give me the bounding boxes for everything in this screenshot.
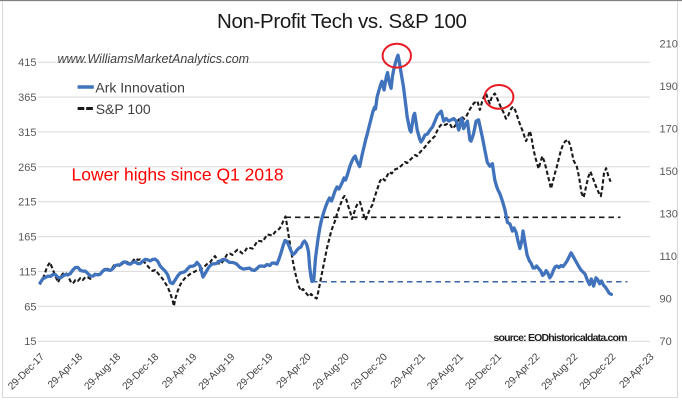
svg-text:70: 70 <box>660 336 672 348</box>
svg-text:190: 190 <box>660 81 678 93</box>
svg-text:Lower highs since Q1 2018: Lower highs since Q1 2018 <box>72 165 284 185</box>
svg-text:S&P 100: S&P 100 <box>96 101 151 117</box>
svg-text:Non-Profit Tech vs. S&P 100: Non-Profit Tech vs. S&P 100 <box>217 10 467 33</box>
svg-text:365: 365 <box>18 92 36 104</box>
svg-text:90: 90 <box>660 294 672 306</box>
svg-text:415: 415 <box>18 57 36 69</box>
svg-text:65: 65 <box>24 301 36 313</box>
svg-text:source: EODhistoricaldata.com: source: EODhistoricaldata.com <box>494 332 628 344</box>
svg-text:115: 115 <box>19 266 37 278</box>
svg-text:165: 165 <box>18 232 36 244</box>
svg-text:110: 110 <box>660 251 678 263</box>
svg-text:315: 315 <box>18 127 36 139</box>
svg-text:www.WilliamsMarketAnalytics.co: www.WilliamsMarketAnalytics.com <box>58 52 250 66</box>
svg-text:15: 15 <box>24 336 36 348</box>
svg-text:150: 150 <box>660 166 678 178</box>
svg-text:265: 265 <box>18 162 36 174</box>
svg-text:210: 210 <box>660 38 678 50</box>
svg-text:130: 130 <box>660 209 678 221</box>
svg-text:170: 170 <box>660 124 678 136</box>
svg-text:Ark Innovation: Ark Innovation <box>95 79 184 95</box>
svg-text:215: 215 <box>18 197 36 209</box>
